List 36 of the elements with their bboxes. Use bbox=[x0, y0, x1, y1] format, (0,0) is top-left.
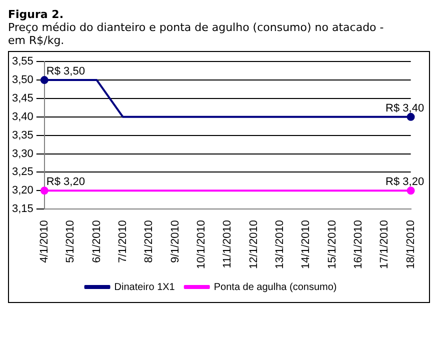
x-tick-label: 8/1/2010 bbox=[143, 220, 156, 263]
x-tick-label: 7/1/2010 bbox=[116, 220, 129, 263]
y-tick-label: 3,45 bbox=[12, 92, 34, 104]
legend-label: Ponta de agulha (consumo) bbox=[214, 282, 337, 293]
y-tick-label: 3,30 bbox=[12, 148, 34, 160]
point bbox=[406, 112, 415, 121]
data-label: R$ 3,20 bbox=[46, 176, 85, 188]
chart-subtitle: Preço médio do dianteiro e ponta de agulho (consumo) no atacado - em R$/kg. bbox=[8, 21, 385, 47]
legend-label: Dinateiro 1X1 bbox=[114, 282, 176, 293]
x-tick-label: 11/1/2010 bbox=[222, 220, 234, 268]
y-tick-label: 3,50 bbox=[12, 74, 34, 86]
x-tick-label: 4/1/2010 bbox=[38, 220, 50, 263]
y-tick-label: 3,55 bbox=[12, 56, 34, 68]
x-tick-label: 13/1/2010 bbox=[274, 220, 286, 269]
y-tick-label: 3,20 bbox=[12, 184, 34, 197]
x-tick-label: 9/1/2010 bbox=[169, 220, 182, 263]
x-tick-label: 14/1/2010 bbox=[300, 220, 312, 269]
point bbox=[406, 186, 415, 195]
x-tick-label: 12/1/2010 bbox=[248, 220, 260, 269]
y-tick-label: 3,25 bbox=[12, 166, 34, 178]
x-tick-label: 10/1/2010 bbox=[195, 220, 208, 269]
point bbox=[40, 76, 48, 84]
chart-title: Figura 2. bbox=[8, 8, 64, 21]
y-tick-label: 3,35 bbox=[12, 129, 34, 142]
y-tick-label: 3,15 bbox=[12, 203, 34, 216]
x-tick-label: 5/1/2010 bbox=[64, 220, 77, 263]
point bbox=[40, 186, 48, 195]
x-tick-label: 15/1/2010 bbox=[326, 220, 338, 269]
y-tick-label: 3,40 bbox=[12, 110, 34, 123]
x-tick-label: 6/1/2010 bbox=[90, 220, 103, 263]
data-label: R$ 3,20 bbox=[386, 176, 424, 188]
data-label: R$ 3,40 bbox=[386, 102, 424, 114]
x-tick-label: 16/1/2010 bbox=[352, 220, 364, 269]
data-label: R$ 3,50 bbox=[46, 66, 85, 78]
x-tick-label: 18/1/2010 bbox=[404, 220, 417, 269]
x-tick-label: 17/1/2010 bbox=[378, 220, 391, 269]
